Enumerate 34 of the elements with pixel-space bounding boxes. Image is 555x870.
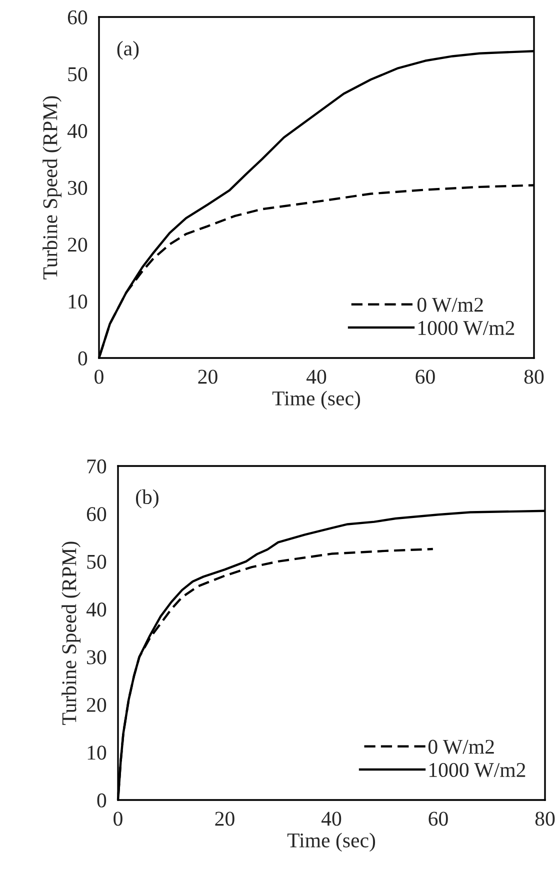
annotation: (b) (136, 489, 158, 508)
legend-label: 1000 W/m2 (430, 762, 526, 778)
legend-label: 1000 W/m2 (418, 320, 514, 336)
y-tick-label: 60 (86, 507, 106, 522)
y-tick-label: 20 (86, 698, 106, 712)
x-tick-label: 20 (198, 370, 218, 384)
x-tick-label: 20 (215, 812, 234, 826)
x-tick-label: 0 (114, 812, 122, 826)
x-axis-title: Time (sec) (272, 390, 360, 410)
y-tick-label: 50 (87, 554, 106, 569)
x-tick-label: 40 (306, 370, 326, 384)
y-tick-label: 30 (68, 180, 88, 195)
y-tick-label: 40 (86, 602, 106, 617)
x-tick-label: 40 (321, 812, 342, 826)
x-axis-title: Time (sec) (287, 832, 376, 852)
y-tick-label: 40 (67, 124, 88, 138)
legend-label: 0 W/m2 (417, 298, 483, 312)
y-axis-title: Turbine Speed (RPM) (62, 542, 80, 725)
y-tick-label: 70 (87, 459, 106, 474)
y-tick-label: 60 (68, 10, 88, 24)
legend-label: 0 W/m2 (428, 740, 494, 754)
x-tick-label: 80 (535, 812, 555, 826)
y-axis-title: Turbine Speed (RPM) (42, 96, 62, 280)
y-tick-label: 20 (68, 238, 88, 252)
annotation: (a) (117, 40, 139, 60)
y-tick-label: 10 (68, 294, 88, 309)
y-tick-label: 50 (68, 67, 88, 82)
y-tick-label: 30 (87, 650, 106, 664)
y-tick-label: 0 (97, 793, 106, 808)
y-tick-label: 10 (88, 746, 106, 760)
x-tick-label: 60 (428, 812, 448, 826)
x-tick-label: 60 (416, 370, 435, 384)
y-tick-label: 0 (78, 351, 88, 366)
x-tick-label: 80 (524, 370, 544, 384)
